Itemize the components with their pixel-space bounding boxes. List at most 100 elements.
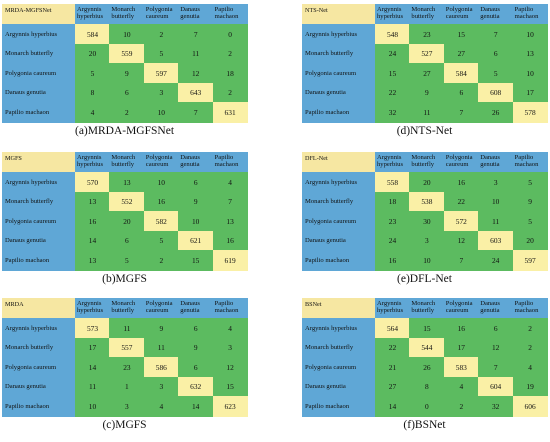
matrix-cell: 14 (178, 396, 214, 417)
diagonal-cell: 619 (212, 250, 248, 271)
matrix-cell: 9 (178, 337, 214, 358)
diagonal-cell: 548 (375, 24, 410, 45)
matrix-cell: 32 (478, 396, 514, 417)
column-header: Monarch butterfly (109, 152, 145, 173)
panel-caption: (e)DFL-Net (397, 273, 452, 285)
corner-label: BSNet (302, 298, 376, 319)
corner-label: NTS-Net (302, 4, 376, 25)
matrix-cell: 13 (212, 211, 248, 232)
matrix-cell: 5 (143, 43, 179, 64)
matrix-cell: 9 (109, 63, 145, 84)
matrix-cell: 2 (212, 43, 248, 64)
matrix-cell: 32 (375, 102, 410, 123)
matrix-cell: 5 (143, 230, 179, 251)
matrix-cell: 5 (512, 211, 548, 232)
matrix-cell: 0 (212, 24, 248, 45)
matrix-cell: 5 (75, 63, 110, 84)
matrix-cell: 24 (478, 250, 514, 271)
row-header: Polygonia caureum (2, 357, 76, 378)
diagonal-cell: 582 (143, 211, 179, 232)
matrix-cell: 16 (443, 318, 479, 339)
matrix-cell: 19 (512, 376, 548, 397)
row-header: Argynnis hyperbius (2, 24, 76, 45)
matrix-cell: 7 (212, 191, 248, 212)
matrix-cell: 10 (178, 211, 214, 232)
matrix-cell: 10 (478, 191, 514, 212)
column-header: Monarch butterfly (109, 298, 145, 319)
matrix-cell: 6 (109, 230, 145, 251)
column-header: Monarch butterfly (409, 152, 445, 173)
matrix-cell: 6 (443, 82, 479, 103)
row-header: Danaus genutia (2, 230, 76, 251)
matrix-cell: 6 (109, 82, 145, 103)
diagonal-cell: 603 (478, 230, 514, 251)
row-header: Danaus genutia (2, 82, 76, 103)
diagonal-cell: 559 (109, 43, 145, 64)
diagonal-cell: 583 (443, 357, 479, 378)
column-header: Monarch butterfly (409, 4, 445, 25)
matrix-cell: 20 (75, 43, 110, 64)
matrix-cell: 11 (109, 318, 145, 339)
row-header: Polygonia caureum (2, 211, 76, 232)
matrix-cell: 6 (178, 357, 214, 378)
column-header: Polygonia caureum (143, 4, 179, 25)
diagonal-cell: 597 (143, 63, 179, 84)
matrix-cell: 22 (375, 82, 410, 103)
matrix-cell: 24 (375, 230, 410, 251)
row-header: Monarch butterfly (2, 337, 76, 358)
diagonal-cell: 597 (512, 250, 548, 271)
column-header: Argynnis hyperbius (75, 152, 110, 173)
diagonal-cell: 606 (512, 396, 548, 417)
matrix-cell: 11 (143, 337, 179, 358)
row-header: Danaus genutia (302, 230, 376, 251)
matrix-cell: 4 (443, 376, 479, 397)
matrix-cell: 16 (143, 191, 179, 212)
column-header: Papilio machaon (212, 298, 248, 319)
column-header: Papilio machaon (512, 4, 548, 25)
matrix-cell: 20 (109, 211, 145, 232)
column-header: Danaus genutia (478, 152, 514, 173)
matrix-cell: 7 (478, 357, 514, 378)
matrix-cell: 11 (409, 102, 445, 123)
matrix-cell: 14 (75, 230, 110, 251)
matrix-cell: 2 (143, 250, 179, 271)
column-header: Argynnis hyperbius (75, 4, 110, 25)
diagonal-cell: 552 (109, 191, 145, 212)
matrix-cell: 14 (75, 357, 110, 378)
matrix-cell: 10 (75, 396, 110, 417)
confusion-matrix: NTS-Net Argynnis hyperbius Monarch butterf… (302, 4, 548, 123)
matrix-cell: 7 (178, 24, 214, 45)
matrix-cell: 3 (212, 337, 248, 358)
matrix-cell: 10 (109, 24, 145, 45)
matrix-cell: 17 (75, 337, 110, 358)
matrix-cell: 16 (75, 211, 110, 232)
matrix-cell: 10 (143, 172, 179, 193)
column-header: Argynnis hyperbius (375, 4, 410, 25)
row-header: Papilio machaon (302, 250, 376, 271)
matrix-cell: 26 (409, 357, 445, 378)
panel-caption: (b)MGFS (102, 273, 147, 285)
confusion-matrix: DFL-Net Argynnis hyperbius Monarch butterf… (302, 152, 548, 271)
matrix-cell: 7 (178, 102, 214, 123)
column-header: Argynnis hyperbius (375, 152, 410, 173)
matrix-cell: 15 (178, 250, 214, 271)
column-header: Danaus genutia (478, 4, 514, 25)
matrix-cell: 11 (178, 43, 214, 64)
row-header: Papilio machaon (302, 396, 376, 417)
matrix-cell: 7 (443, 102, 479, 123)
diagonal-cell: 544 (409, 337, 445, 358)
matrix-cell: 7 (478, 24, 514, 45)
matrix-cell: 16 (212, 230, 248, 251)
matrix-cell: 10 (409, 250, 445, 271)
diagonal-cell: 631 (212, 102, 248, 123)
matrix-cell: 15 (443, 24, 479, 45)
column-header: Danaus genutia (178, 4, 214, 25)
matrix-cell: 2 (143, 24, 179, 45)
diagonal-cell: 643 (178, 82, 214, 103)
matrix-cell: 27 (443, 43, 479, 64)
column-header: Monarch butterfly (109, 4, 145, 25)
diagonal-cell: 557 (109, 337, 145, 358)
matrix-cell: 9 (409, 82, 445, 103)
column-header: Danaus genutia (178, 152, 214, 173)
matrix-cell: 3 (143, 376, 179, 397)
